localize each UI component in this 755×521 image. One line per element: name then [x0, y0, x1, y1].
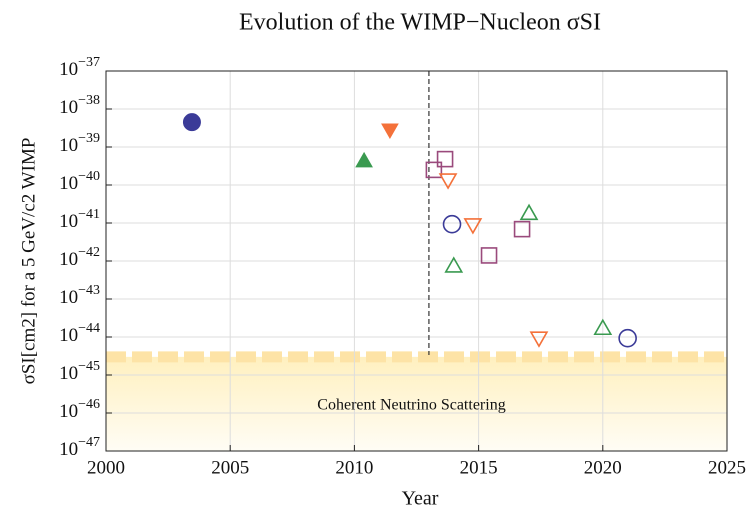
marker	[438, 173, 458, 190]
y-axis-label: σSI[cm2] for a 5 GeV/c2 WIMP	[18, 138, 39, 385]
x-tick-label: 2025	[708, 457, 746, 478]
marker	[513, 220, 531, 238]
marker	[355, 151, 373, 168]
x-tick-label: 2010	[335, 457, 373, 478]
marker	[436, 150, 454, 168]
y-tick-label: 10−40	[59, 169, 100, 194]
marker	[182, 113, 201, 132]
marker	[463, 218, 483, 235]
marker	[381, 123, 399, 140]
marker	[442, 214, 462, 234]
annotation: Coherent Neutrino Scattering	[317, 397, 505, 414]
y-tick-label: 10−44	[59, 321, 100, 346]
marker	[618, 328, 637, 348]
y-tick-label: 10−37	[59, 55, 100, 80]
y-tick-label: 10−42	[59, 245, 100, 270]
marker	[425, 161, 443, 179]
marker	[529, 331, 549, 348]
x-tick-label: 2020	[584, 457, 622, 478]
y-tick-label: 10−38	[59, 93, 100, 118]
y-tick-label: 10−41	[59, 207, 100, 232]
y-tick-label: 10−43	[59, 283, 100, 308]
marker	[593, 318, 613, 336]
y-tick-label: 10−39	[59, 131, 100, 156]
chart-title: Evolution of the WIMP−Nucleon σSI	[239, 10, 601, 36]
neutrino-floor-band	[106, 356, 727, 451]
x-tick-label: 2005	[211, 457, 249, 478]
x-tick-label: 2000	[87, 457, 125, 478]
y-tick-label: 10−46	[59, 397, 100, 422]
x-tick-label: 2015	[460, 457, 498, 478]
marker	[480, 247, 498, 264]
y-tick-label: 10−45	[59, 359, 100, 384]
y-tick-label: 10−47	[59, 435, 100, 460]
marker	[444, 256, 464, 273]
x-axis-label: Year	[402, 488, 439, 510]
marker	[519, 203, 539, 221]
